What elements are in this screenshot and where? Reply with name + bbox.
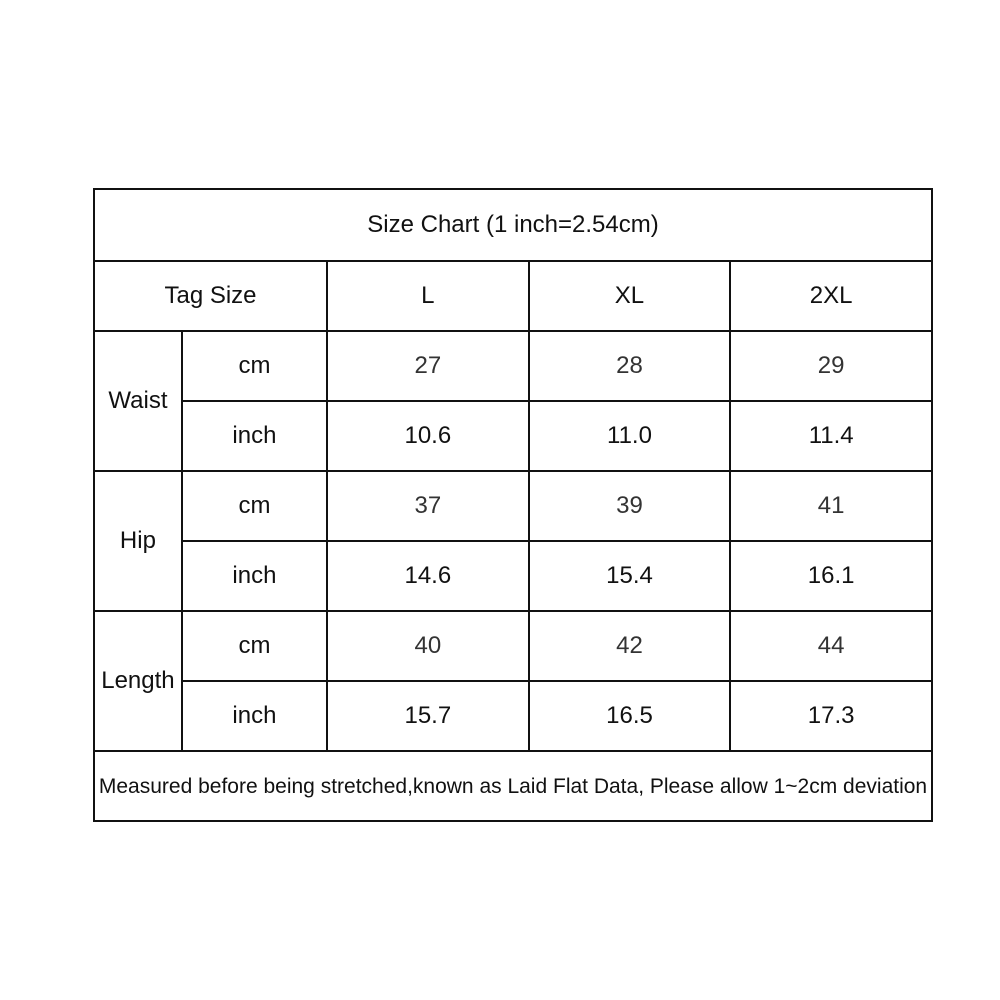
table-cell: 41 <box>729 470 933 542</box>
size-header: 2XL <box>729 260 933 332</box>
table-row: Length cm 40 42 44 <box>93 610 933 752</box>
title-row: Size Chart (1 inch=2.54cm) <box>93 188 933 262</box>
table-title: Size Chart (1 inch=2.54cm) <box>93 188 933 262</box>
table-cell: 28 <box>527 330 732 402</box>
size-header: L <box>326 260 530 332</box>
measurement-label: Length <box>93 610 183 752</box>
table-cell: 27 <box>326 330 530 402</box>
measurement-label: Hip <box>93 470 183 612</box>
table-row: inch 15.7 16.5 17.3 <box>94 680 933 752</box>
unit-label: inch <box>180 400 329 472</box>
table-row: inch 10.6 11.0 11.4 <box>94 400 933 472</box>
unit-label: inch <box>180 540 329 612</box>
unit-label: inch <box>180 680 329 752</box>
table-cell: 15.7 <box>326 680 530 752</box>
table-cell: 16.1 <box>729 540 933 612</box>
table-cell: 37 <box>326 470 530 542</box>
size-chart-table: Size Chart (1 inch=2.54cm) Tag Size L XL… <box>93 188 933 822</box>
unit-label: cm <box>180 470 329 542</box>
table-cell: 14.6 <box>326 540 530 612</box>
table-cell: 11.0 <box>527 400 732 472</box>
table-cell: 44 <box>729 610 933 682</box>
table-row: Hip cm 37 39 41 <box>93 470 933 612</box>
footer-note: Measured before being stretched,known as… <box>93 750 933 822</box>
table-cell: 11.4 <box>729 400 933 472</box>
unit-label: cm <box>180 330 329 402</box>
table-cell: 17.3 <box>729 680 933 752</box>
table-cell: 15.4 <box>527 540 732 612</box>
table-cell: 39 <box>527 470 732 542</box>
unit-label: cm <box>180 610 329 682</box>
table-cell: 10.6 <box>326 400 530 472</box>
table-cell: 40 <box>326 610 530 682</box>
size-header: XL <box>527 260 732 332</box>
table-cell: 16.5 <box>527 680 732 752</box>
table-row: Waist cm 27 28 29 <box>93 330 933 472</box>
table-cell: 29 <box>729 330 933 402</box>
header-row: Tag Size L XL 2XL <box>93 260 933 332</box>
tag-size-header: Tag Size <box>93 260 328 332</box>
table-cell: 42 <box>527 610 732 682</box>
footer-row: Measured before being stretched,known as… <box>93 750 933 822</box>
table-row: inch 14.6 15.4 16.1 <box>94 540 933 612</box>
measurement-label: Waist <box>93 330 183 472</box>
